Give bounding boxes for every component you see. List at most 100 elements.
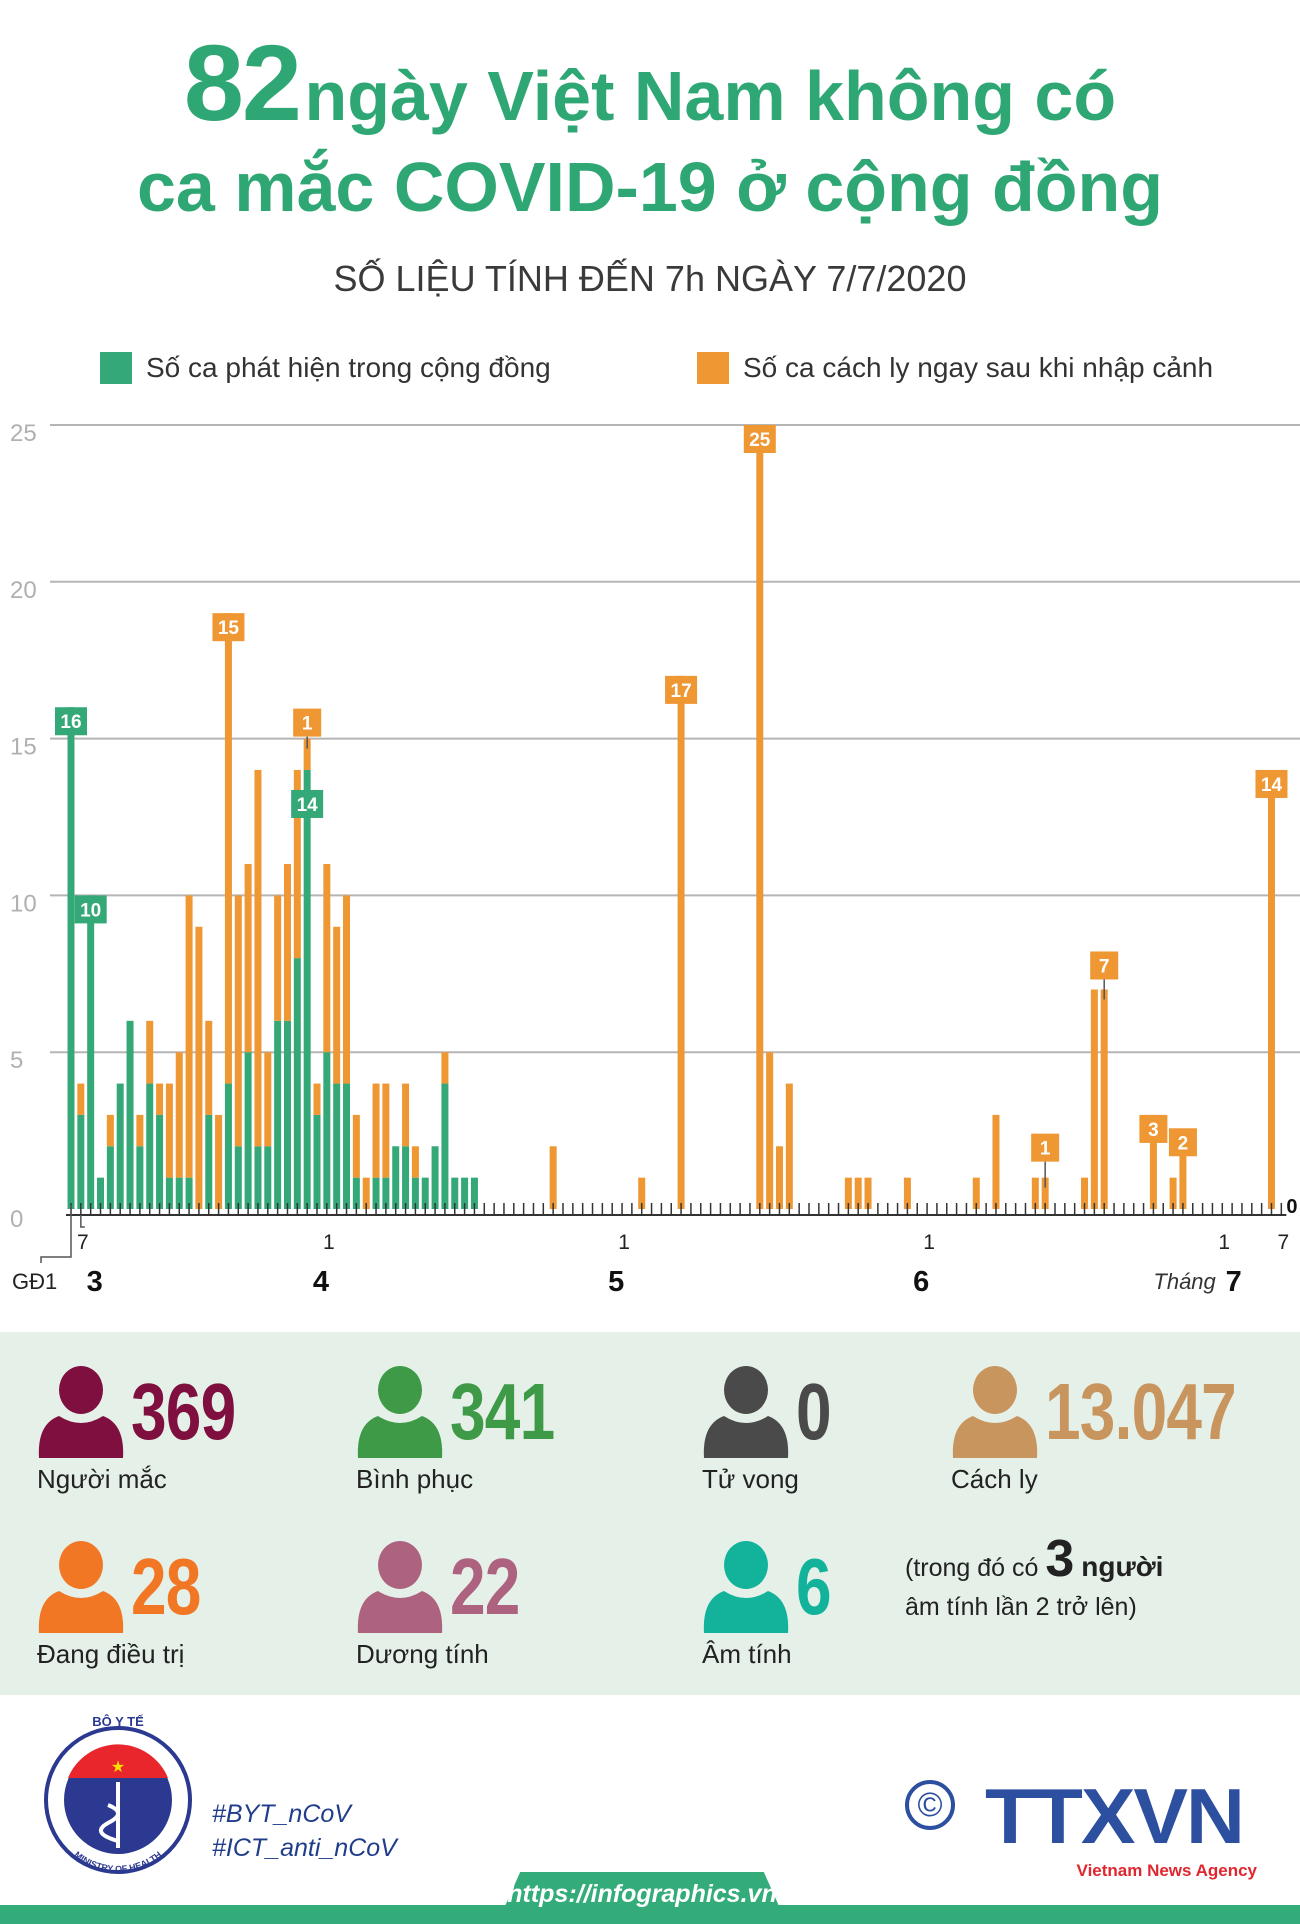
bar-imported bbox=[224, 613, 232, 1084]
bar-imported bbox=[156, 1083, 164, 1115]
bar-community bbox=[126, 1020, 134, 1209]
bar-community bbox=[224, 1083, 232, 1209]
bar-imported bbox=[903, 1177, 911, 1209]
bar-imported bbox=[1090, 989, 1098, 1209]
bar-imported bbox=[303, 738, 311, 770]
annotation-box bbox=[291, 789, 324, 818]
bar-community bbox=[402, 1146, 410, 1209]
bar-community bbox=[293, 958, 301, 1209]
phase-pointer bbox=[40, 1205, 72, 1263]
bar-community bbox=[77, 1114, 85, 1209]
bar-imported bbox=[677, 675, 685, 1209]
agency-logo-text: TTXVN bbox=[985, 1772, 1245, 1860]
bar-imported bbox=[343, 895, 351, 1084]
page-title: 82 ngày Việt Nam không có ca mắc COVID-1… bbox=[0, 24, 1300, 232]
bar-imported bbox=[1267, 769, 1275, 1209]
bar-imported bbox=[1031, 1177, 1039, 1209]
bar-imported bbox=[175, 1052, 183, 1178]
legend-swatch-imported bbox=[697, 352, 729, 384]
stat-label: Tử vong bbox=[702, 1464, 799, 1494]
annotation-label: 17 bbox=[671, 681, 692, 702]
legend-label-community: Số ca phát hiện trong cộng đồng bbox=[146, 352, 551, 383]
phase-label: GĐ1 bbox=[12, 1269, 57, 1294]
bar-imported bbox=[638, 1177, 646, 1209]
x-tick-label: 7 bbox=[77, 1231, 89, 1254]
stat-label: Dương tính bbox=[356, 1639, 489, 1669]
y-tick-label: 15 bbox=[10, 734, 37, 761]
bar-community bbox=[106, 1146, 114, 1209]
bar-community bbox=[205, 1114, 213, 1209]
annotation-label: 2 bbox=[1178, 1133, 1189, 1154]
bar-community bbox=[87, 895, 95, 1209]
annotation-label: 10 bbox=[80, 900, 101, 921]
stat-value: 0 bbox=[796, 1367, 832, 1456]
bar-imported bbox=[785, 1083, 793, 1209]
bar-community bbox=[343, 1083, 351, 1209]
y-tick-label: 10 bbox=[10, 890, 37, 917]
negative-note: (trong đó có 3 người âm tính lần 2 trở l… bbox=[905, 1528, 1163, 1624]
month-label: 7 bbox=[1226, 1266, 1242, 1298]
annotation-box bbox=[55, 707, 87, 736]
bar-imported bbox=[136, 1114, 144, 1147]
stat-label: Đang điều trị bbox=[37, 1639, 185, 1669]
ministry-of-health-logo: ★ BỘ Y TẾ MINISTRY OF HEALTH bbox=[44, 1714, 192, 1874]
annotation-label: 15 bbox=[218, 618, 240, 639]
legend-item-community: Số ca phát hiện trong cộng đồng bbox=[100, 352, 551, 384]
bar-community bbox=[234, 1146, 242, 1209]
bar-community bbox=[283, 1020, 291, 1209]
note-number: 3 bbox=[1045, 1530, 1075, 1588]
stat-value: 28 bbox=[131, 1542, 201, 1631]
bar-community bbox=[352, 1177, 360, 1209]
bar-imported bbox=[352, 1114, 360, 1178]
bar-community bbox=[136, 1146, 144, 1209]
bar-imported bbox=[165, 1083, 173, 1178]
annotation-box bbox=[665, 675, 698, 704]
bar-imported bbox=[844, 1177, 852, 1209]
bar-imported bbox=[766, 1052, 774, 1209]
person-icon bbox=[38, 1366, 124, 1458]
bar-imported bbox=[1081, 1177, 1089, 1209]
bar-community bbox=[156, 1114, 164, 1209]
subtitle: SỐ LIỆU TÍNH ĐẾN 7h NGÀY 7/7/2020 bbox=[333, 258, 967, 299]
annotation-label: 7 bbox=[1099, 956, 1110, 977]
annotation-box bbox=[212, 613, 245, 642]
stat-value: 341 bbox=[450, 1367, 555, 1456]
annotation-label: 14 bbox=[1261, 775, 1283, 796]
title-line1: ngày Việt Nam không có bbox=[304, 57, 1117, 135]
bar-imported bbox=[264, 1052, 272, 1147]
website-link[interactable]: https://infographics.vn bbox=[507, 1880, 777, 1908]
bar-community bbox=[313, 1114, 321, 1209]
bar-community bbox=[451, 1177, 459, 1209]
bar-community bbox=[461, 1177, 469, 1209]
bar-imported bbox=[323, 864, 331, 1053]
x-tick-label: 1 bbox=[923, 1231, 935, 1254]
bar-community bbox=[382, 1177, 390, 1209]
hashtag-byt: #BYT_nCoV bbox=[212, 1800, 351, 1828]
bar-imported bbox=[372, 1083, 380, 1178]
bar-imported bbox=[185, 895, 193, 1178]
bar-community bbox=[97, 1177, 105, 1209]
bar-imported bbox=[244, 864, 252, 1053]
title-line2: ca mắc COVID-19 ở cộng đồng bbox=[136, 148, 1164, 226]
stat-value: 22 bbox=[450, 1542, 520, 1631]
stat-6: 6 Âm tính bbox=[702, 1541, 840, 1670]
bar-community bbox=[303, 769, 311, 1209]
bar-imported bbox=[1169, 1177, 1177, 1209]
stat-1: 341 Bình phục bbox=[356, 1366, 580, 1495]
bar-imported bbox=[146, 1020, 154, 1084]
stat-value: 6 bbox=[796, 1542, 832, 1631]
y-tick-label: 0 bbox=[10, 1206, 23, 1233]
bar-community bbox=[431, 1146, 439, 1209]
stat-label: Cách ly bbox=[951, 1464, 1038, 1494]
bar-imported bbox=[313, 1083, 321, 1115]
bar-imported bbox=[411, 1146, 419, 1178]
annotation-box bbox=[74, 895, 107, 924]
bar-imported bbox=[274, 895, 282, 1021]
stat-3: 13.047 Cách ly bbox=[951, 1366, 1284, 1495]
ttxvn-logo: TTXVN Vietnam News Agency bbox=[985, 1772, 1257, 1882]
note-text: (trong đó có bbox=[905, 1554, 1039, 1582]
legend-item-imported: Số ca cách ly ngay sau khi nhập cảnh bbox=[697, 352, 1213, 384]
bar-imported bbox=[1149, 1114, 1157, 1209]
bar-community bbox=[254, 1146, 262, 1209]
